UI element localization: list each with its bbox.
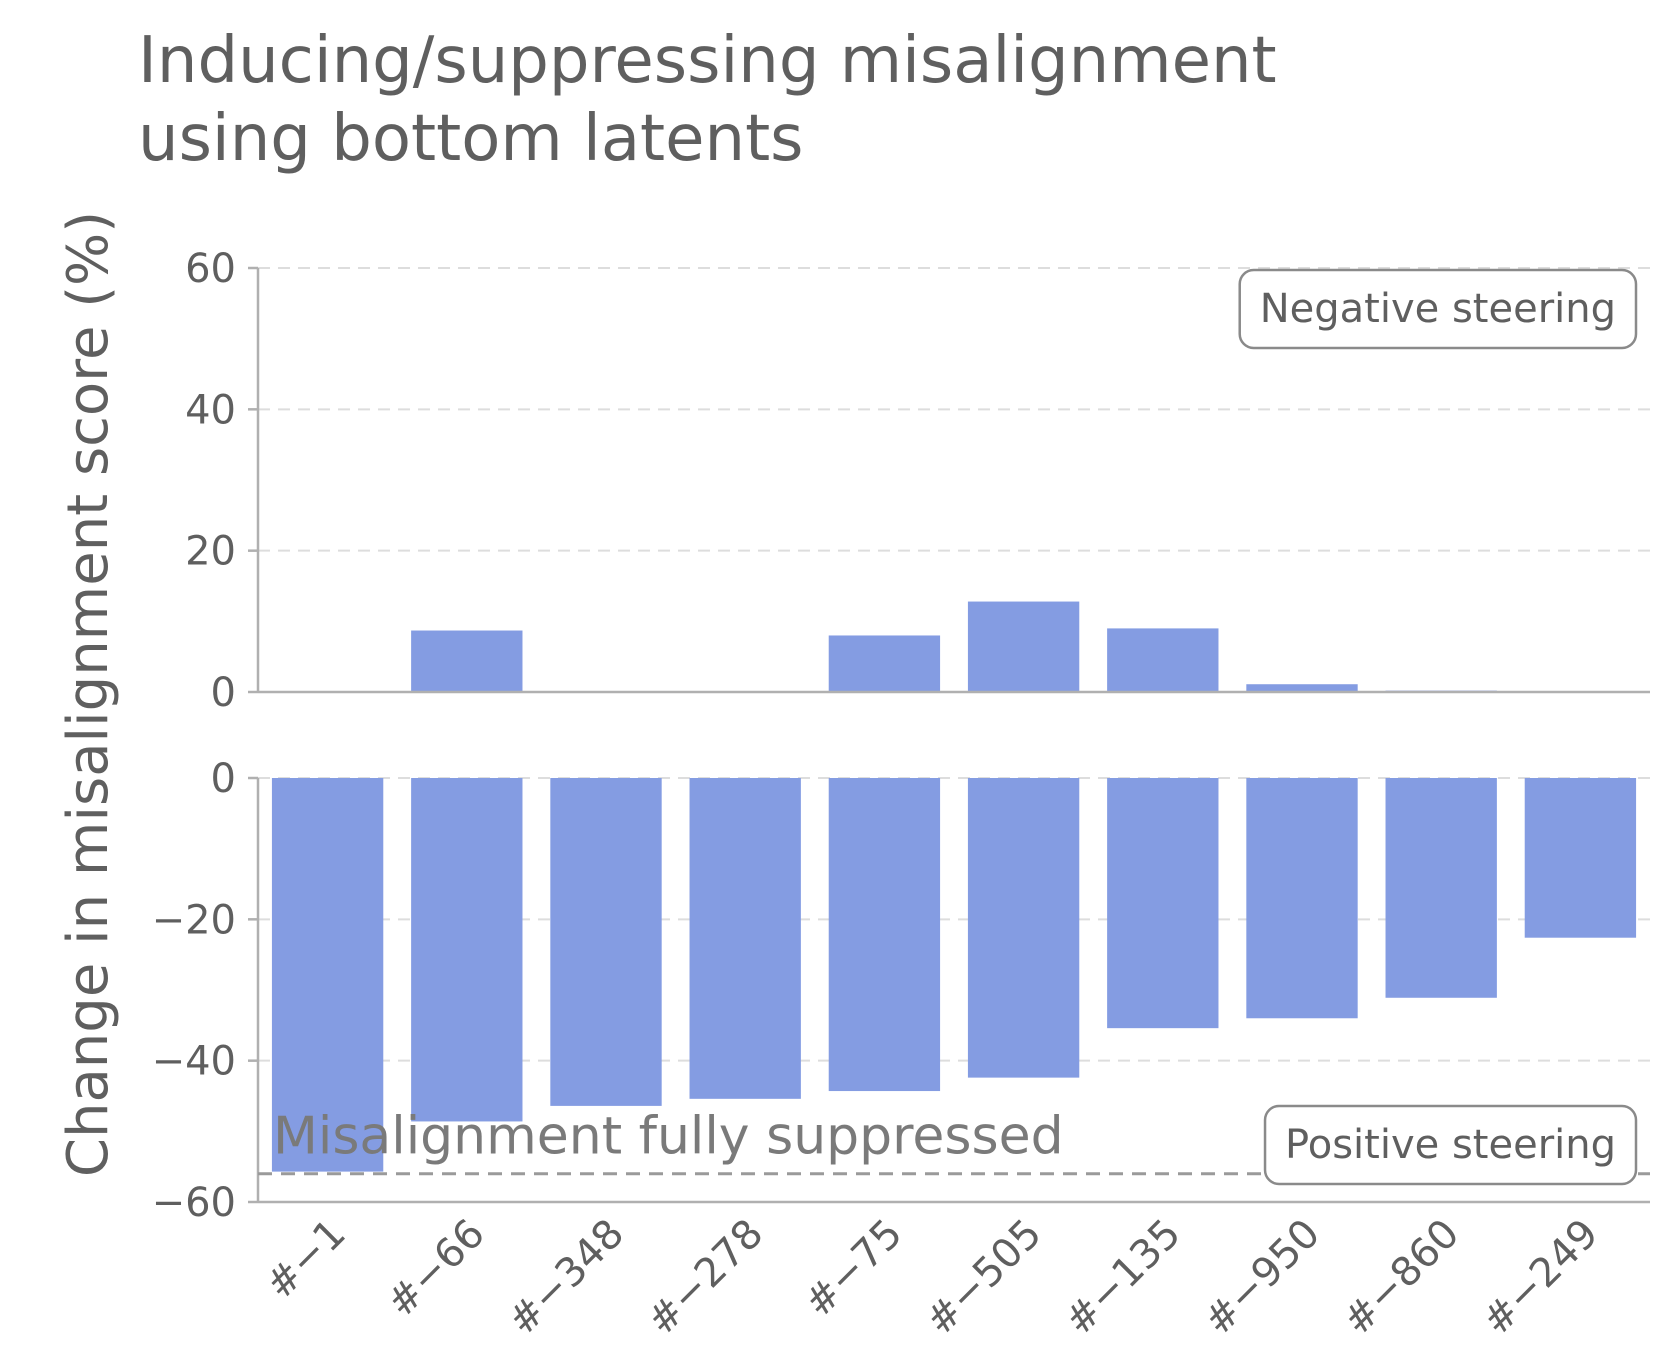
x-tick-label: #−505 [917, 1211, 1051, 1345]
panel-positive-steering: −60 −40 −20 0 Misalignment fully suppressed P… [152, 756, 1650, 1226]
reference-line-label: Misalignment fully suppressed [273, 1107, 1064, 1167]
y-tick-label: −40 [152, 1039, 236, 1085]
bar-positive-9 [1524, 778, 1637, 938]
y-tick-label: 0 [211, 670, 236, 716]
y-tick-label: 40 [185, 387, 236, 433]
bar-positive-3 [689, 778, 801, 1099]
bar-positive-7 [1246, 778, 1358, 1019]
y-tick-label: 20 [185, 529, 236, 575]
y-tick-label: −20 [152, 897, 236, 943]
x-tick-label: #−66 [378, 1211, 494, 1327]
x-axis-categories: #−1 #−66 #−348 #−278 #−75 #−505 #−135 #−950 #−86… [257, 1211, 1608, 1345]
x-tick-label: #−860 [1334, 1211, 1468, 1345]
bar-negative-5 [967, 601, 1080, 692]
x-tick-label: #−135 [1056, 1211, 1190, 1345]
bar-positive-2 [550, 778, 662, 1106]
y-axis-label: Change in misalignment score (%) [56, 211, 121, 1177]
chart-title: Inducing/suppressing misalignment using … [138, 24, 1277, 176]
annotation-positive-steering: Positive steering [1285, 1122, 1616, 1168]
annotation-box [1263, 1104, 1638, 1186]
y-tick-label: 60 [185, 246, 236, 292]
bar-positive-8 [1385, 778, 1497, 998]
annotation-box [1238, 268, 1638, 350]
chart-title-line-1: Inducing/suppressing misalignment [138, 24, 1277, 98]
bar-positive-0 [271, 778, 384, 1172]
bar-negative-1 [411, 630, 523, 692]
bar-positive-1 [411, 778, 523, 1122]
x-tick-label: #−249 [1474, 1211, 1608, 1345]
y-tick-label: 0 [211, 756, 236, 802]
chart-title-line-2: using bottom latents [138, 102, 804, 176]
x-tick-label: #−278 [638, 1211, 772, 1345]
bar-negative-4 [828, 635, 941, 692]
bar-negative-6 [1107, 628, 1219, 692]
bar-positive-6 [1107, 778, 1219, 1029]
x-tick-label: #−75 [796, 1211, 912, 1327]
x-tick-label: #−1 [257, 1211, 355, 1309]
x-tick-label: #−950 [1195, 1211, 1329, 1345]
bar-positive-4 [828, 778, 941, 1092]
bar-negative-7 [1246, 684, 1358, 692]
bar-positive-5 [967, 778, 1080, 1078]
panel-negative-steering: 0 20 40 60 Negative steering [185, 246, 1650, 716]
y-tick-label: −60 [152, 1180, 236, 1226]
annotation-negative-steering: Negative steering [1260, 286, 1616, 332]
x-tick-label: #−348 [499, 1211, 633, 1345]
